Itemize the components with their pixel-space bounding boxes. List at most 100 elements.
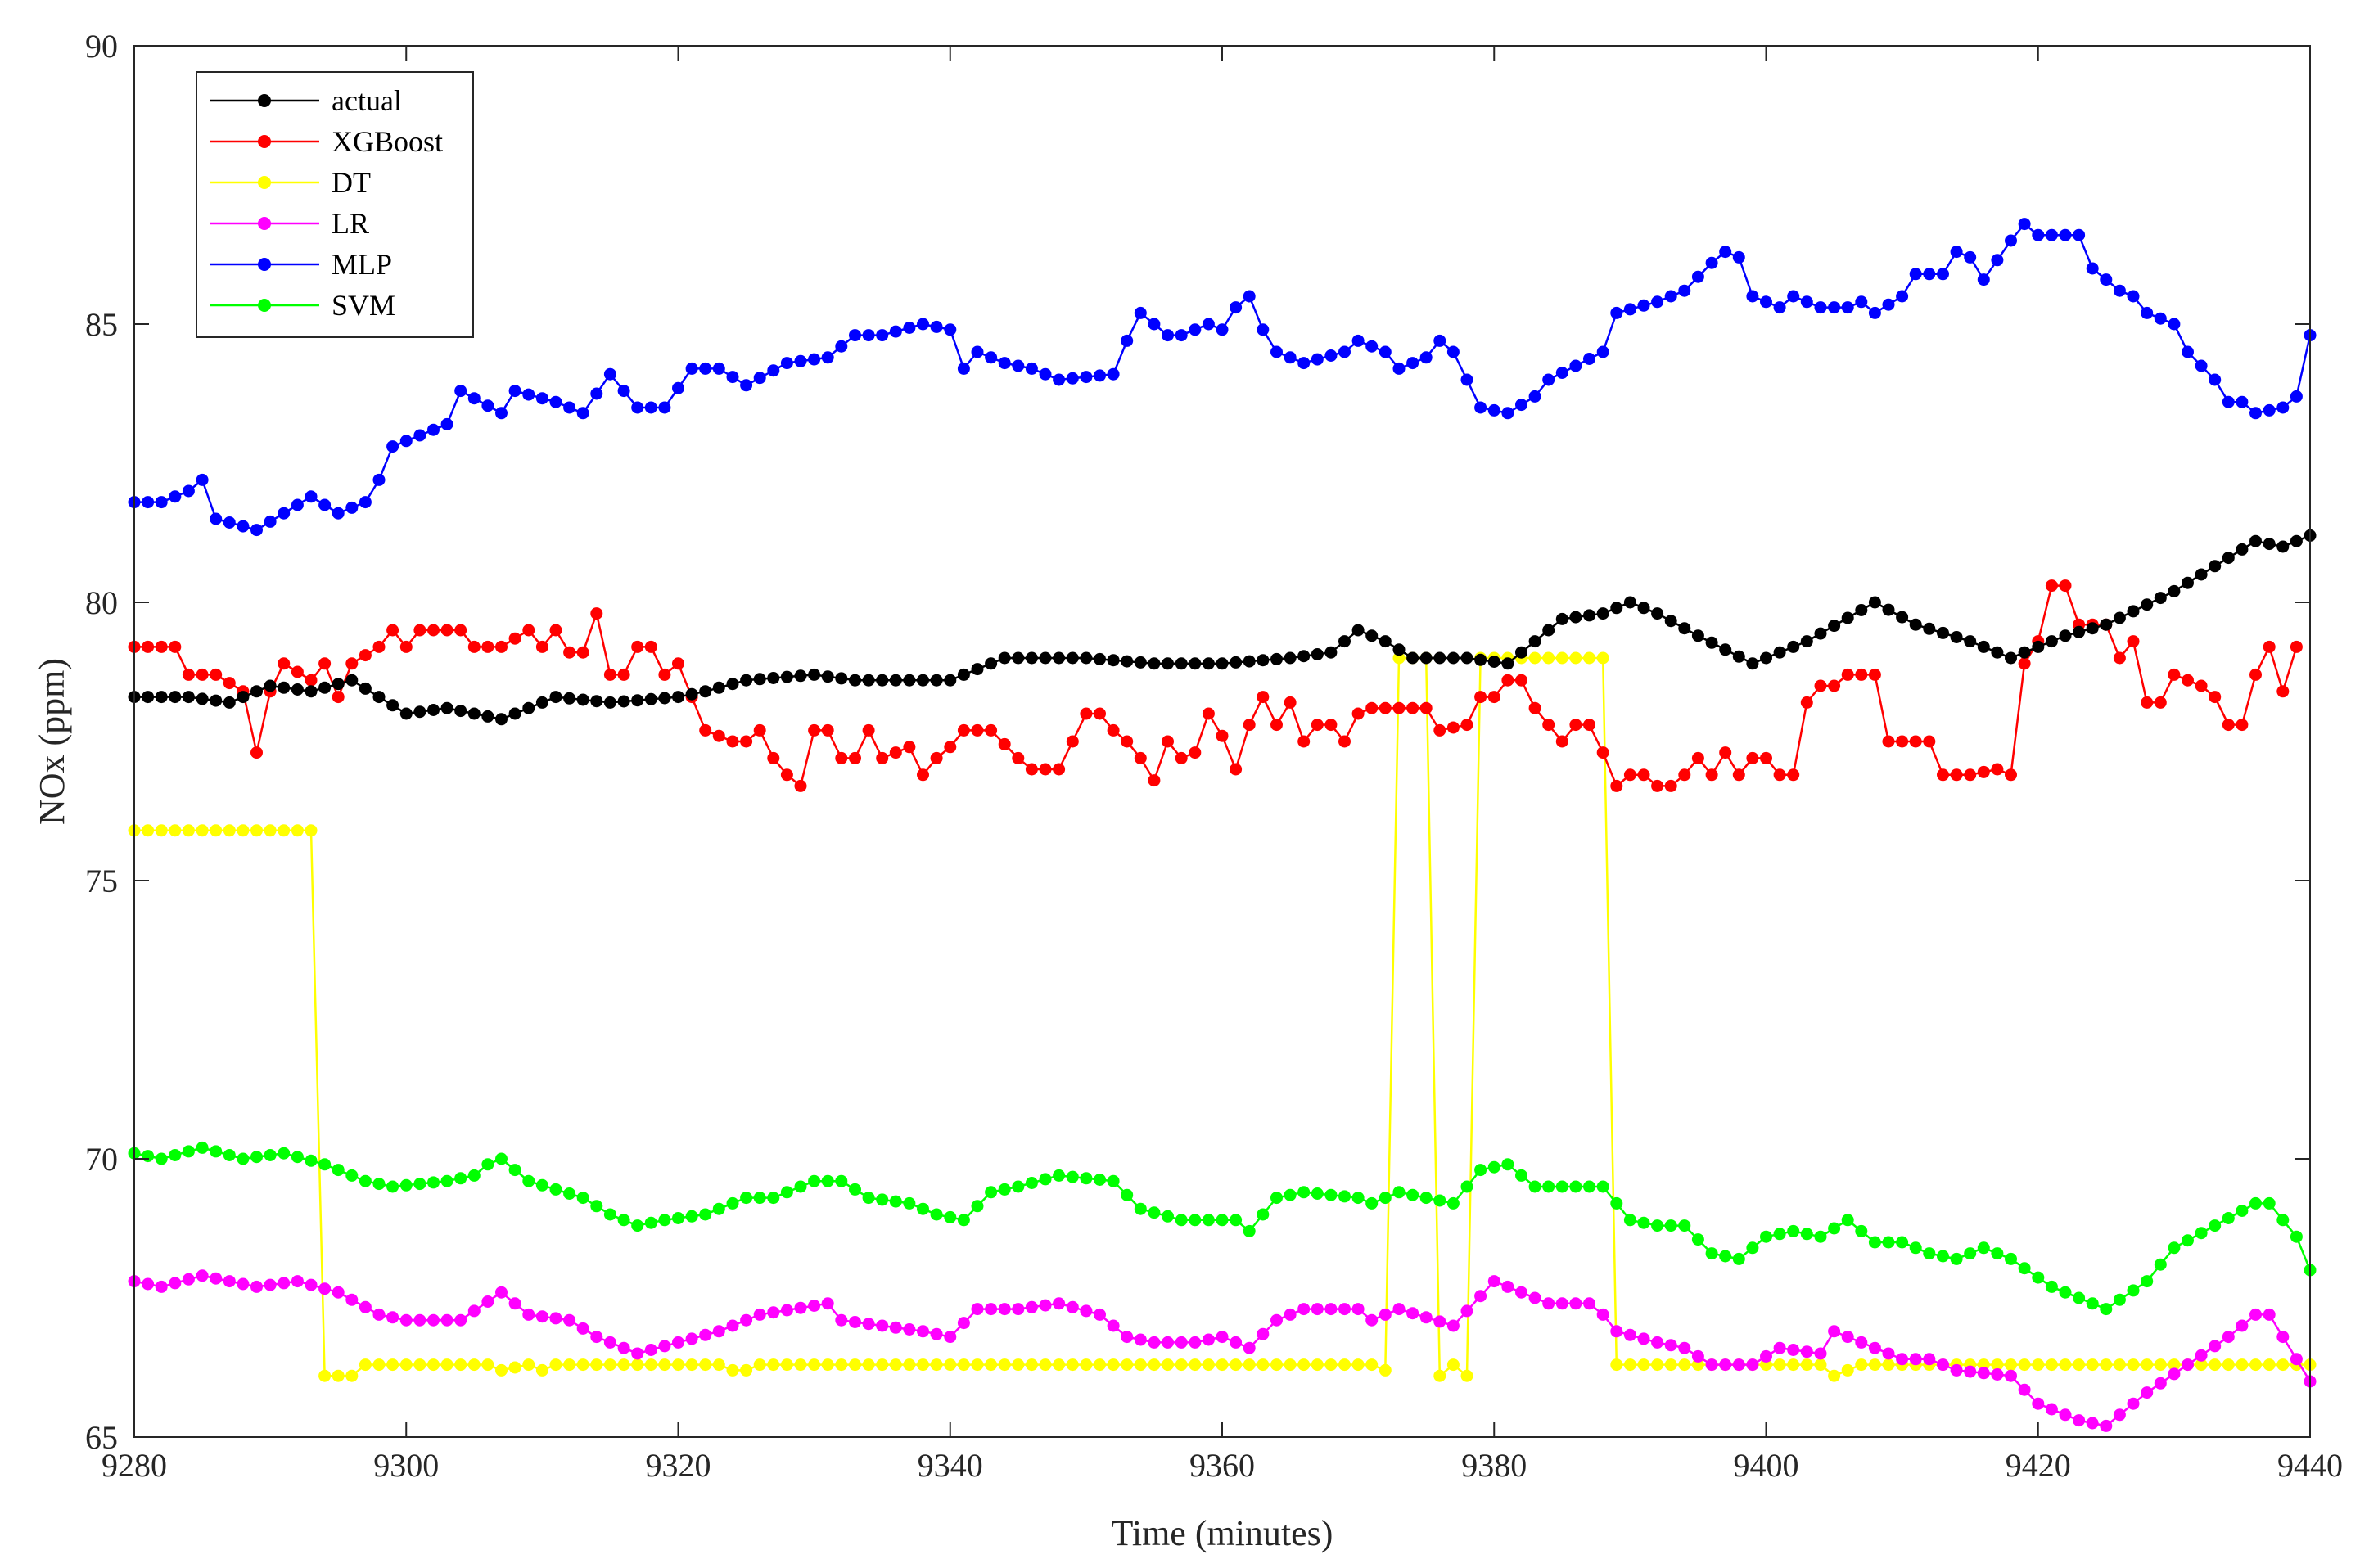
x-axis-title: Time (minutes)	[1112, 1513, 1333, 1553]
data-point	[427, 1176, 440, 1189]
data-point	[481, 1158, 494, 1171]
data-point	[454, 705, 467, 718]
data-point	[1284, 651, 1297, 665]
data-point	[1351, 1358, 1365, 1372]
data-point	[1039, 1299, 1052, 1312]
data-point	[658, 692, 671, 705]
data-point	[278, 1277, 291, 1290]
data-point	[1555, 1297, 1568, 1310]
data-point	[1094, 652, 1106, 665]
data-point	[1121, 1331, 1134, 1344]
data-point	[1637, 1332, 1650, 1345]
x-tick-label: 9360	[1189, 1447, 1255, 1484]
data-point	[930, 1208, 943, 1221]
data-point	[1678, 1341, 1691, 1354]
data-point	[2236, 1358, 2249, 1372]
data-point	[2222, 1212, 2235, 1224]
data-point	[889, 746, 902, 759]
data-point	[1257, 323, 1270, 336]
data-point	[345, 674, 359, 687]
data-point	[250, 685, 263, 698]
data-point	[1066, 1300, 1079, 1313]
data-point	[1134, 656, 1147, 669]
data-point	[264, 1278, 277, 1291]
x-tick-label: 9420	[2006, 1447, 2071, 1484]
data-point	[971, 723, 984, 737]
data-point	[1379, 1308, 1392, 1321]
data-point	[2209, 373, 2222, 386]
data-point	[808, 1358, 821, 1372]
data-point	[1528, 635, 1541, 648]
data-point	[1637, 768, 1650, 782]
data-point	[998, 357, 1011, 370]
data-point	[2100, 273, 2113, 286]
data-point	[821, 351, 834, 364]
data-point	[712, 362, 725, 375]
data-point	[1828, 1369, 1841, 1382]
data-point	[1882, 603, 1895, 616]
data-point	[1379, 635, 1392, 648]
data-point	[440, 1358, 453, 1372]
data-point	[2059, 629, 2072, 642]
data-point	[1162, 735, 1174, 748]
data-point	[1270, 1358, 1283, 1372]
data-point	[1148, 1336, 1161, 1349]
data-point	[903, 1323, 916, 1336]
data-point	[440, 1313, 453, 1327]
legend-item-dt: DT	[210, 166, 371, 199]
data-point	[142, 824, 155, 837]
data-point	[767, 751, 780, 764]
data-point	[563, 692, 576, 705]
data-point	[1977, 273, 1990, 286]
data-point	[1569, 719, 1582, 732]
data-point	[767, 1192, 780, 1205]
data-point	[1053, 763, 1066, 776]
data-point	[876, 1358, 889, 1372]
data-point	[2168, 318, 2181, 331]
data-point	[2222, 1331, 2235, 1344]
data-point	[1555, 735, 1568, 748]
data-point	[2073, 625, 2086, 638]
legend-label: LR	[332, 207, 369, 240]
data-point	[250, 1280, 263, 1293]
data-point	[1991, 1368, 2004, 1381]
data-point	[467, 1304, 481, 1318]
data-point	[1909, 1353, 1922, 1366]
data-point	[1569, 1180, 1582, 1193]
data-point	[862, 723, 875, 737]
data-point	[305, 674, 318, 687]
data-point	[1501, 674, 1514, 687]
series-actual	[128, 529, 2317, 726]
legend-marker	[258, 176, 271, 189]
data-point	[1923, 1247, 1936, 1260]
data-point	[2127, 1397, 2140, 1410]
data-point	[250, 1151, 263, 1164]
data-point	[1216, 1331, 1229, 1344]
data-point	[576, 1358, 589, 1372]
data-point	[318, 681, 332, 694]
data-point	[1746, 290, 1759, 303]
data-point	[2127, 1358, 2140, 1372]
x-tick-label: 9380	[1461, 1447, 1527, 1484]
data-point	[2236, 395, 2249, 408]
data-point	[1189, 1214, 1202, 1227]
data-point	[780, 357, 793, 370]
data-point	[549, 1358, 562, 1372]
data-point	[1446, 345, 1460, 358]
data-point	[1637, 1358, 1650, 1372]
data-point	[2195, 1349, 2208, 1362]
data-point	[1787, 1358, 1800, 1372]
data-point	[2249, 668, 2262, 681]
data-point	[1257, 1358, 1270, 1372]
data-point	[454, 385, 467, 398]
data-point	[1691, 751, 1704, 764]
data-point	[1732, 1252, 1745, 1265]
data-point	[590, 387, 603, 400]
data-point	[1460, 1304, 1473, 1318]
data-point	[944, 741, 957, 754]
data-point	[1162, 1210, 1174, 1223]
data-point	[182, 824, 195, 837]
data-point	[1868, 1358, 1881, 1372]
data-point	[835, 1358, 848, 1372]
y-tick-label: 65	[85, 1419, 118, 1456]
